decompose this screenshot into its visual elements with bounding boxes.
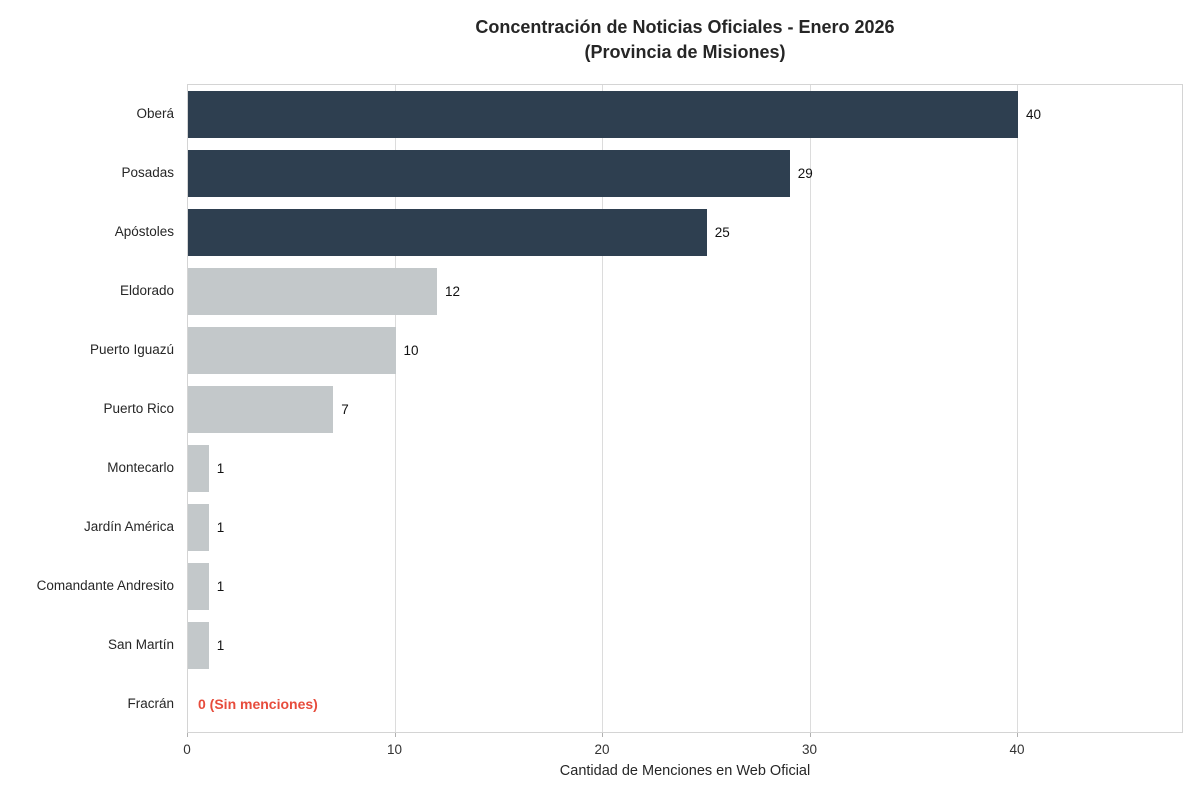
- x-tick-mark-30: [809, 733, 811, 737]
- category-label-san-martín: San Martín: [107, 637, 174, 652]
- bar-oberá: [188, 91, 1018, 138]
- bar-puerto-rico: [188, 386, 334, 433]
- gridline-x40: [1017, 85, 1018, 732]
- gridline-x10: [394, 85, 396, 732]
- gridline-x20: [602, 85, 603, 732]
- category-label-jardín-américa: Jardín América: [83, 519, 174, 534]
- x-tick-label-30: 30: [801, 742, 818, 757]
- x-tick-mark-20: [602, 733, 603, 737]
- x-tick-label-40: 40: [1009, 742, 1025, 757]
- chart-title-line1: Concentración de Noticias Oficiales - En…: [475, 17, 895, 37]
- value-label-montecarlo: 1: [216, 461, 225, 476]
- x-axis-title: Cantidad de Menciones en Web Oficial: [559, 763, 811, 779]
- value-label-eldorado: 12: [445, 284, 461, 299]
- bar-jardín-américa: [188, 504, 209, 551]
- category-label-montecarlo: Montecarlo: [107, 460, 174, 475]
- x-tick-mark-10: [394, 733, 396, 737]
- bar-montecarlo: [188, 445, 209, 492]
- x-tick-mark-0: [187, 733, 188, 737]
- bar-puerto-iguazú: [188, 327, 396, 374]
- bar-eldorado: [188, 268, 437, 315]
- category-label-comandante-andresito: Comandante Andresito: [36, 578, 174, 593]
- category-label-posadas: Posadas: [121, 165, 174, 180]
- bar-comandante-andresito: [188, 563, 209, 610]
- value-label-apóstoles: 25: [714, 225, 730, 240]
- chart-title: Concentración de Noticias Oficiales - En…: [187, 15, 1183, 65]
- bar-posadas: [188, 150, 790, 197]
- value-label-oberá: 40: [1026, 107, 1042, 122]
- x-tick-label-0: 0: [183, 742, 191, 757]
- value-label-posadas: 29: [797, 166, 813, 181]
- value-label-puerto-rico: 7: [341, 402, 349, 417]
- bar-san-martín: [188, 622, 209, 669]
- value-label-jardín-américa: 1: [216, 520, 225, 535]
- x-tick-mark-40: [1017, 733, 1018, 737]
- gridline-x30: [809, 85, 811, 732]
- value-label-san-martín: 1: [216, 638, 225, 653]
- category-label-puerto-iguazú: Puerto Iguazú: [89, 342, 174, 357]
- x-tick-label-20: 20: [594, 742, 610, 757]
- category-label-puerto-rico: Puerto Rico: [103, 401, 174, 416]
- category-label-eldorado: Eldorado: [119, 283, 174, 298]
- category-label-fracrán: Fracrán: [127, 696, 174, 711]
- category-label-oberá: Oberá: [136, 106, 174, 121]
- value-label-puerto-iguazú: 10: [403, 343, 419, 358]
- plot-area: 40 29 25 12 10 7 1 1 1 1 0 (Sin menciones): [187, 84, 1183, 733]
- category-label-apóstoles: Apóstoles: [114, 224, 174, 239]
- chart-title-line2: (Provincia de Misiones): [584, 42, 786, 62]
- x-tick-label-10: 10: [386, 742, 403, 757]
- value-label-fracrán: 0 (Sin menciones): [198, 696, 318, 712]
- bar-apóstoles: [188, 209, 707, 256]
- value-label-comandante-andresito: 1: [216, 579, 225, 594]
